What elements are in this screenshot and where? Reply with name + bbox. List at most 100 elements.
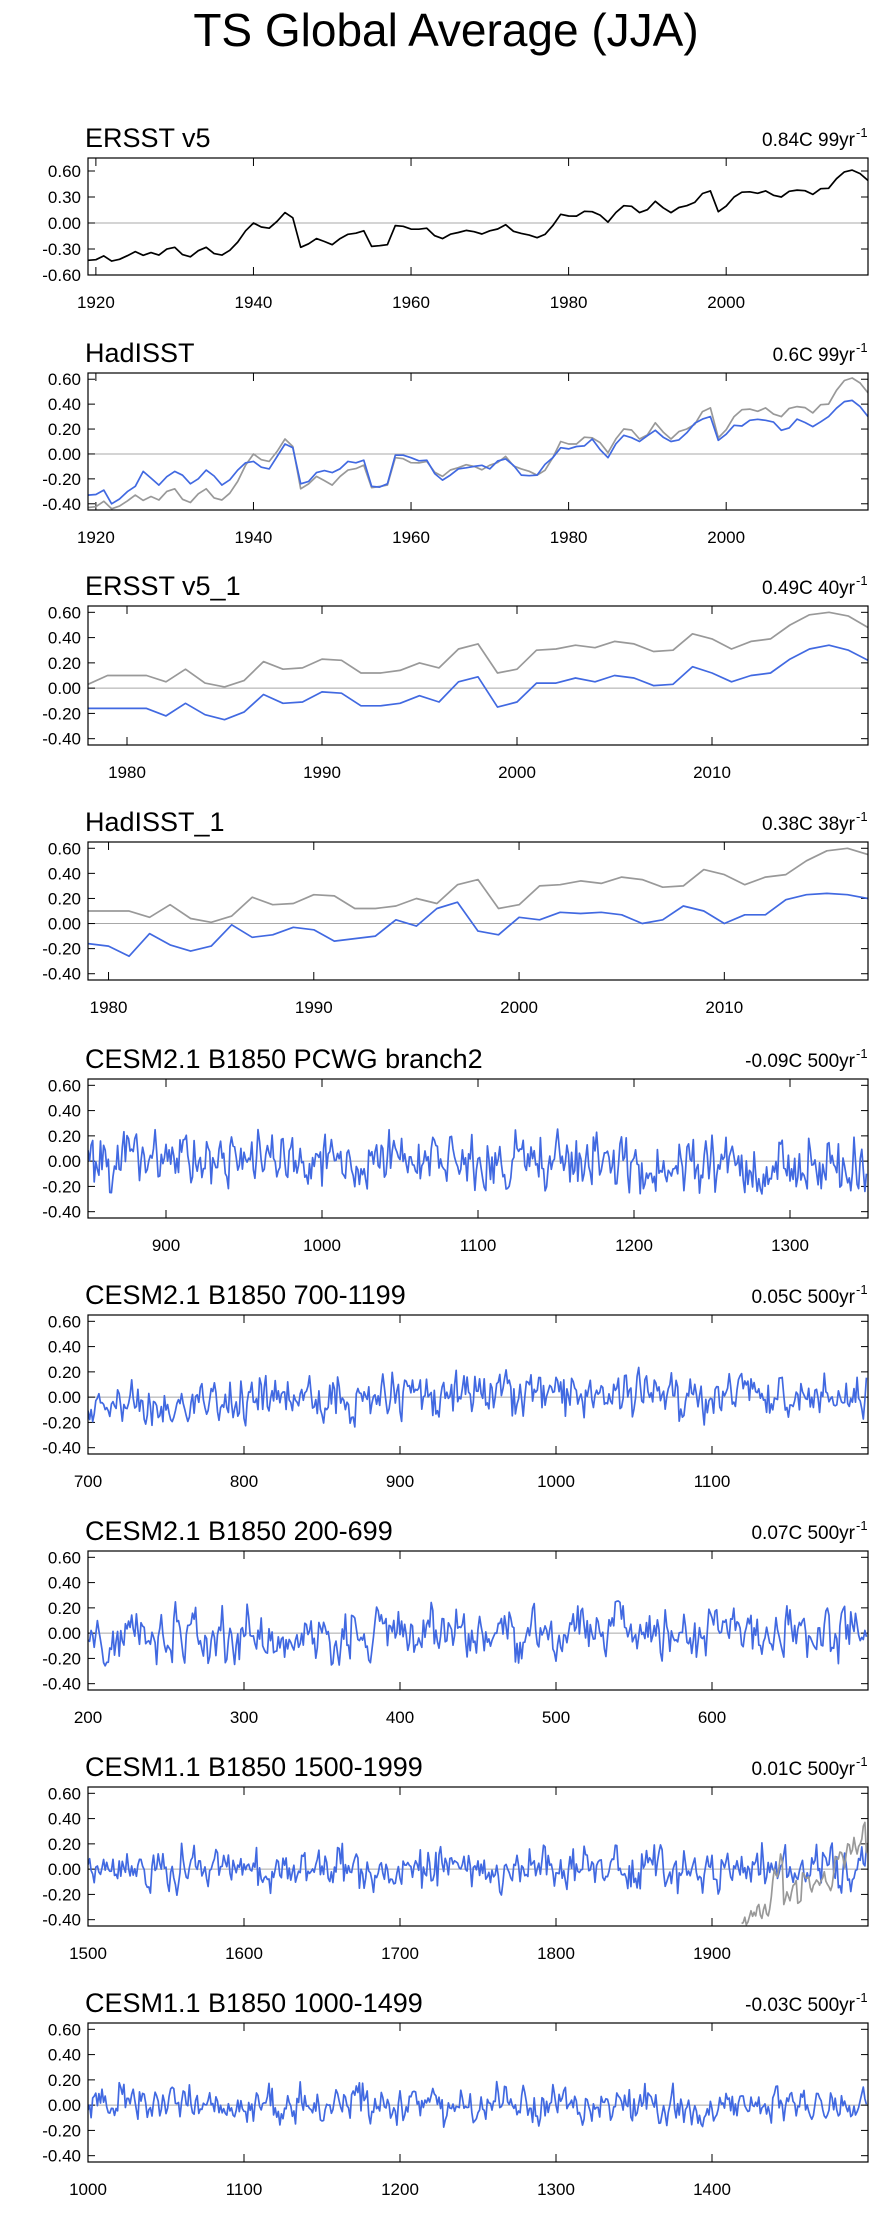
trend-period: 40yr	[818, 578, 856, 599]
y-tick-label: -0.20	[42, 1885, 81, 1904]
series-line-ersst-v5	[88, 611, 868, 688]
y-tick-label: 0.40	[48, 1338, 81, 1357]
x-tick-label: 2000	[500, 998, 538, 1017]
x-tick-label: 600	[698, 1708, 726, 1727]
series-line-cesm1-1-b1850-1500-1999	[88, 1842, 868, 1897]
y-tick-label: -0.40	[42, 1911, 81, 1930]
trend-exponent: -1	[856, 573, 868, 588]
panel-4: HadISST_1 0.38C 38yr -1 0.60 0.40 0.20 0.00 -0.…	[42, 807, 869, 1017]
y-tick-label: -0.20	[42, 1649, 81, 1668]
y-tick-label: 0.00	[48, 1152, 81, 1171]
y-tick-label: 0.60	[48, 1312, 81, 1331]
x-tick-label: 1940	[235, 528, 273, 547]
trend-exponent: -1	[856, 340, 868, 355]
y-tick-label: -0.20	[42, 470, 81, 489]
y-tick-label: 0.40	[48, 395, 81, 414]
panel-2: HadISST 0.6C 99yr -1 0.60 0.40 0.20 0.00 -0.20 -…	[42, 338, 869, 547]
x-tick-label: 700	[74, 1472, 102, 1491]
x-tick-label: 1800	[537, 1944, 575, 1963]
y-tick-label: -0.40	[42, 1203, 81, 1222]
plot-frame	[87, 2022, 869, 2163]
trend-period: 500yr	[807, 1759, 855, 1780]
x-tick-label: 1980	[108, 763, 146, 782]
y-tick-label: 0.60	[48, 839, 81, 858]
y-tick-label: 0.00	[48, 1388, 81, 1407]
trend-value: -0.09C	[745, 1051, 807, 1072]
y-tick-label: 0.60	[48, 1784, 81, 1803]
trend-period: 500yr	[807, 1523, 855, 1544]
x-tick-label: 900	[386, 1472, 414, 1491]
trend-label: -0.09C 500yr	[745, 1051, 856, 1072]
y-tick-label: 0.40	[48, 1102, 81, 1121]
panel-title: ERSST v5_1	[85, 571, 241, 601]
figure-title: TS Global Average (JJA)	[193, 4, 698, 56]
trend-label: 0.6C 99yr	[773, 345, 856, 366]
panel-title: CESM1.1 B1850 1000-1499	[85, 1988, 423, 2018]
x-tick-label: 1960	[392, 293, 430, 312]
x-tick-label: 1700	[381, 1944, 419, 1963]
y-tick-label: -0.20	[42, 704, 81, 723]
y-tick-label: -0.40	[42, 2147, 81, 2166]
trend-value: 0.6C	[773, 345, 818, 366]
plot-frame	[87, 372, 869, 511]
trend-value: 0.07C	[751, 1523, 807, 1544]
y-tick-label: 0.00	[48, 1860, 81, 1879]
y-tick-label: 0.40	[48, 629, 81, 648]
x-tick-label: 1000	[537, 1472, 575, 1491]
x-tick-label: 1100	[694, 1472, 731, 1491]
panel-title: CESM2.1 B1850 700-1199	[85, 1280, 406, 1310]
series-line-hadisst	[88, 399, 868, 505]
trend-label: 0.05C 500yr	[751, 1287, 855, 1308]
panel-1: ERSST v5 0.84C 99yr -1 0.60 0.30 0.00 -0.30 -0.…	[42, 123, 869, 312]
y-tick-label: 0.20	[48, 1599, 81, 1618]
plot-frame	[87, 1550, 869, 1691]
x-tick-label: 1500	[69, 1944, 107, 1963]
x-tick-label: 1200	[381, 2180, 419, 2199]
series-line-ersst-v5	[741, 1821, 868, 1926]
x-tick-label: 1920	[77, 528, 115, 547]
y-tick-label: 0.20	[48, 889, 81, 908]
trend-label: 0.49C 40yr	[762, 578, 856, 599]
x-tick-label: 2010	[705, 998, 743, 1017]
y-tick-label: -0.40	[42, 965, 81, 984]
panel-8: CESM1.1 B1850 1500-1999 0.01C 500yr -1 0.60…	[42, 1752, 869, 1963]
panel-6: CESM2.1 B1850 700-1199 0.05C 500yr -1 0.60 0…	[42, 1280, 869, 1491]
trend-label: 0.38C 38yr	[762, 814, 856, 835]
x-tick-label: 2000	[498, 763, 536, 782]
x-tick-label: 500	[542, 1708, 570, 1727]
x-tick-label: 1200	[615, 1236, 653, 1255]
y-tick-label: 0.20	[48, 1127, 81, 1146]
x-tick-label: 1900	[693, 1944, 731, 1963]
plot-frame	[87, 1314, 869, 1455]
x-tick-label: 1400	[693, 2180, 731, 2199]
y-tick-label: -0.40	[42, 1439, 81, 1458]
x-tick-label: 200	[74, 1708, 102, 1727]
y-tick-label: 0.20	[48, 1363, 81, 1382]
y-tick-label: -0.60	[42, 266, 81, 285]
trend-exponent: -1	[856, 1046, 868, 1061]
trend-label: 0.01C 500yr	[751, 1759, 855, 1780]
x-tick-label: 1960	[392, 528, 430, 547]
y-tick-label: 0.60	[48, 1076, 81, 1095]
panel-title: HadISST_1	[85, 807, 225, 837]
y-tick-label: 0.60	[48, 162, 81, 181]
trend-value: 0.05C	[751, 1287, 807, 1308]
x-tick-label: 1990	[303, 763, 341, 782]
x-tick-label: 2010	[693, 763, 731, 782]
x-tick-label: 1300	[771, 1236, 809, 1255]
y-tick-label: 0.00	[48, 1624, 81, 1643]
x-tick-label: 1980	[90, 998, 128, 1017]
y-tick-label: 0.30	[48, 188, 81, 207]
trend-label: 0.07C 500yr	[751, 1523, 855, 1544]
x-tick-label: 1920	[77, 293, 115, 312]
x-tick-label: 1980	[550, 528, 588, 547]
y-tick-label: 0.00	[48, 2096, 81, 2115]
x-tick-label: 1600	[225, 1944, 263, 1963]
trend-period: 500yr	[807, 1995, 855, 2016]
trend-exponent: -1	[856, 1518, 868, 1533]
x-tick-label: 1100	[226, 2180, 263, 2199]
y-tick-label: 0.60	[48, 1548, 81, 1567]
trend-period: 99yr	[818, 345, 856, 366]
plot-frame	[87, 1786, 869, 1927]
trend-period: 99yr	[818, 130, 856, 151]
